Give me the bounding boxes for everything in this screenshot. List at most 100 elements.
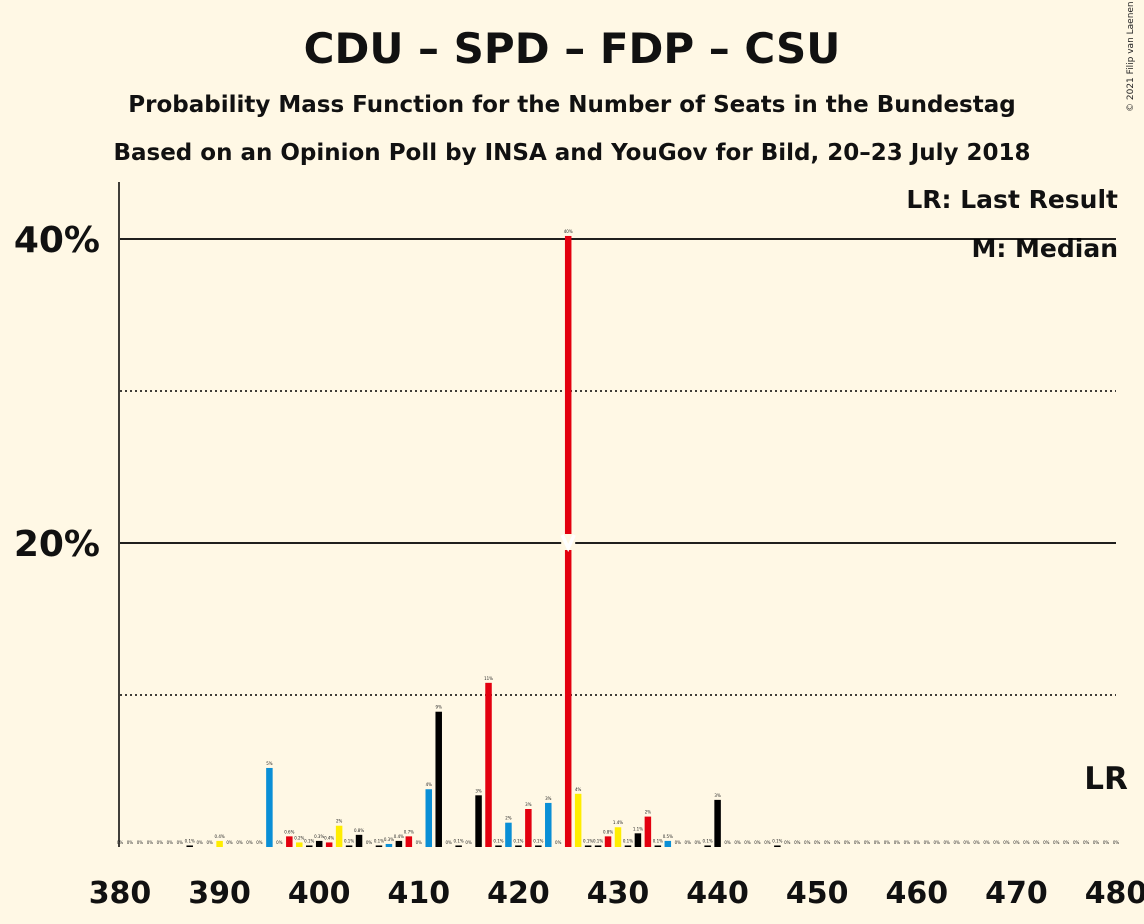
bar-data-label: 0% — [446, 840, 453, 845]
bar-seat-421 — [525, 809, 532, 847]
bar-seat-414 — [455, 845, 462, 847]
chart-subtitle: Probability Mass Function for the Number… — [128, 92, 1016, 118]
bar-seat-423 — [545, 802, 552, 847]
bar-data-label: 0% — [127, 840, 134, 845]
bar-data-label: 0.2% — [294, 835, 304, 840]
bar-seat-416 — [475, 795, 482, 847]
bar-seat-433 — [644, 816, 652, 847]
bar-data-label: 0% — [963, 840, 970, 845]
bar-seat-418 — [495, 845, 502, 847]
bar-data-label: 0% — [904, 840, 911, 845]
bar-data-label: 0.1% — [593, 838, 603, 843]
bar-data-label: 0.8% — [354, 828, 364, 833]
bar-data-label: 0% — [366, 840, 373, 845]
bar-data-label: 3% — [714, 793, 721, 798]
bar-data-label: 0.1% — [185, 838, 195, 843]
bar-data-label: 0.1% — [454, 838, 464, 843]
bar-data-label: 0.1% — [374, 838, 384, 843]
bar-data-label: 0% — [804, 840, 811, 845]
bar-data-label: 0.4% — [324, 835, 334, 840]
bar-seat-429 — [604, 836, 612, 847]
bar-seat-432 — [634, 833, 642, 847]
x-tick-label: 480 — [1085, 876, 1144, 911]
bar-data-label: 0% — [137, 840, 144, 845]
bar-data-label: 0% — [1113, 840, 1120, 845]
bar-data-label: 0.1% — [344, 838, 354, 843]
bar-data-label: 2% — [645, 810, 652, 815]
bar-data-label: 0% — [695, 840, 702, 845]
bar-data-label: 0% — [864, 840, 871, 845]
bar-data-label: 0% — [764, 840, 771, 845]
bar-data-label: 2% — [505, 816, 512, 821]
bar-data-label: 0% — [206, 840, 213, 845]
bar-data-label: 0.8% — [603, 829, 613, 834]
bar-data-label: 2% — [336, 819, 343, 824]
bar-data-label: 0.1% — [623, 838, 633, 843]
bar-data-label: 0.1% — [304, 838, 314, 843]
bar-seat-399 — [305, 845, 313, 847]
bar-data-label: 0% — [555, 840, 562, 845]
bar-data-label: 0% — [177, 840, 184, 845]
bar-seat-440 — [714, 799, 721, 847]
x-tick-label: 440 — [686, 876, 749, 911]
bar-seat-408 — [395, 840, 403, 847]
bar-data-label: 1.4% — [613, 820, 623, 825]
bar-data-label: 0.1% — [513, 838, 523, 843]
bar-data-label: 0% — [794, 840, 801, 845]
bar-data-label: 0% — [953, 840, 960, 845]
bar-data-label: 0% — [675, 840, 682, 845]
bar-seat-422 — [535, 845, 542, 847]
bar-data-label: 0% — [884, 840, 891, 845]
bar-seat-427 — [584, 845, 592, 847]
x-tick-label: 460 — [885, 876, 948, 911]
bar-data-label: 4% — [575, 787, 582, 792]
bar-seat-397 — [286, 836, 293, 847]
x-tick-label: 410 — [387, 876, 450, 911]
bar-data-label: 0% — [894, 840, 901, 845]
bar-data-label: 0% — [734, 840, 741, 845]
x-tick-label: 390 — [188, 876, 251, 911]
bar-data-label: 0% — [744, 840, 751, 845]
bar-data-label: 0% — [944, 840, 951, 845]
median-marker — [560, 534, 576, 553]
bar-data-label: 0% — [1093, 840, 1100, 845]
bar-seat-420 — [515, 845, 522, 847]
bar-data-label: 0% — [924, 840, 931, 845]
bar-data-label: 0% — [197, 840, 204, 845]
bar-data-label: 0% — [256, 840, 263, 845]
bar-data-label: 0% — [814, 840, 821, 845]
bar-data-label: 0% — [824, 840, 831, 845]
bar-seat-407 — [385, 843, 393, 847]
bar-data-label: 0% — [1063, 840, 1070, 845]
bar-data-label: 0% — [226, 840, 233, 845]
bar-data-label: 0% — [1043, 840, 1050, 845]
bar-data-label: 0% — [1023, 840, 1030, 845]
bar-data-label: 0% — [1003, 840, 1010, 845]
bar-data-label: 9% — [436, 705, 443, 710]
bar-data-label: 3% — [525, 802, 532, 807]
bar-data-label: 0.3% — [384, 837, 394, 842]
bar-seat-387 — [186, 845, 193, 847]
bar-data-label: 1.1% — [633, 826, 643, 831]
last-result-label: LR — [1084, 761, 1128, 797]
bar-data-label: 0% — [246, 840, 253, 845]
x-tick-label: 400 — [288, 876, 351, 911]
bar-data-label: 0% — [157, 840, 164, 845]
bar-data-label: 4% — [426, 782, 433, 787]
bar-data-label: 0% — [1053, 840, 1060, 845]
bar-data-label: 0.1% — [583, 838, 593, 843]
bar-data-label: 0% — [983, 840, 990, 845]
bar-data-label: 0.7% — [404, 829, 414, 834]
bar-seat-412 — [435, 711, 442, 847]
x-tick-label: 380 — [89, 876, 152, 911]
bar-data-label: 0.6% — [284, 829, 294, 834]
bar-data-label: 0% — [167, 840, 174, 845]
bar-data-label: 0% — [416, 840, 423, 845]
bar-seat-435 — [664, 840, 672, 847]
bar-data-label: 0% — [117, 840, 124, 845]
bar-data-label: 0% — [1073, 840, 1080, 845]
bar-seat-404 — [355, 834, 363, 847]
bar-data-label: 0.1% — [533, 838, 543, 843]
bar-data-label: 0.3% — [314, 834, 324, 839]
